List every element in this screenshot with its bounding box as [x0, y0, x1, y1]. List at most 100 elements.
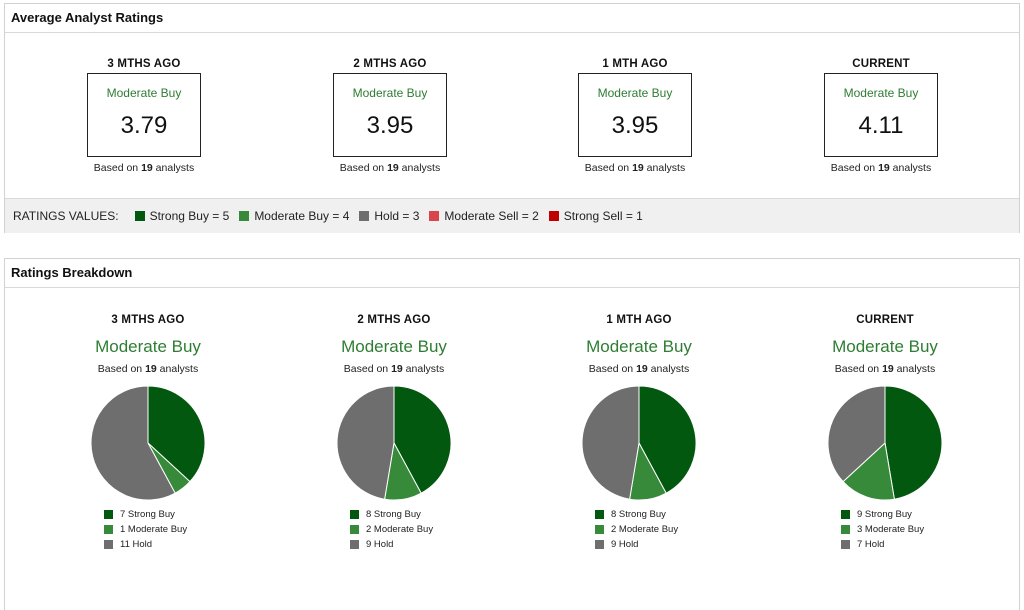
- period-label: 1 MTH AGO: [602, 58, 668, 70]
- pie-legend: 8 Strong Buy 2 Moderate Buy 9 Hold: [350, 507, 494, 552]
- pie-slice-hold: [581, 385, 640, 500]
- pie-slice-moderate-buy: [842, 442, 895, 501]
- pie-chart: [336, 385, 452, 501]
- pie-legend: 8 Strong Buy 2 Moderate Buy 9 Hold: [595, 507, 739, 552]
- period-label: 1 MTH AGO: [606, 314, 672, 326]
- legend-label: 2 Moderate Buy: [611, 524, 679, 535]
- pie-slice-strong-buy: [638, 385, 697, 494]
- analyst-count-note: Based on 19 analysts: [588, 363, 690, 375]
- legend-label: 8 Strong Buy: [611, 509, 666, 520]
- legend-label: 9 Strong Buy: [857, 509, 912, 520]
- moderate-sell-swatch: [429, 211, 440, 221]
- value-hold: Hold = 3: [359, 209, 419, 223]
- consensus-label: Moderate Buy: [352, 86, 428, 100]
- average-score: 3.95: [611, 112, 659, 139]
- legend-swatch: [350, 525, 359, 534]
- ratings-breakdown-panel: Ratings Breakdown 3 MTHS AGO Moderate Buy…: [4, 258, 1020, 610]
- value-strong-buy: Strong Buy = 5: [134, 209, 229, 223]
- consensus-label: Moderate Buy: [586, 337, 692, 356]
- breakdown-period-2m: 2 MTHS AGO Moderate Buy Based on 19 analys…: [294, 314, 494, 552]
- moderate-buy-swatch: [239, 211, 250, 221]
- analyst-count-note: Based on 19 analysts: [97, 363, 199, 375]
- legend-label: 7 Hold: [857, 539, 885, 550]
- legend-swatch: [841, 510, 850, 519]
- legend-swatch: [595, 540, 604, 549]
- analyst-count-note: Based on 19 analysts: [343, 363, 445, 375]
- value-moderate-sell: Moderate Sell = 2: [429, 209, 539, 223]
- rating-box: Moderate Buy 3.95: [578, 73, 692, 157]
- legend-item: 11 Hold: [104, 537, 248, 552]
- average-ratings-panel: Average Analyst Ratings 3 MTHS AGO Moder…: [4, 3, 1020, 233]
- ratings-breakdown-title: Ratings Breakdown: [5, 259, 1019, 288]
- ratings-values-label: RATINGS VALUES:: [13, 209, 119, 223]
- legend-label: 11 Hold: [120, 539, 153, 550]
- consensus-label: Moderate Buy: [106, 86, 182, 100]
- legend-item: 3 Moderate Buy: [841, 522, 985, 537]
- pie-legend: 9 Strong Buy 3 Moderate Buy 7 Hold: [841, 507, 985, 552]
- pie-slice-strong-buy: [884, 385, 943, 500]
- avg-period-current: CURRENT Moderate Buy 4.11 Based on 19 an…: [781, 58, 981, 174]
- avg-period-1m: 1 MTH AGO Moderate Buy 3.95 Based on 19 …: [535, 58, 735, 174]
- pie-chart: [581, 385, 697, 501]
- consensus-label: Moderate Buy: [597, 86, 673, 100]
- pie-slice-strong-buy: [393, 385, 452, 494]
- pie-chart: [90, 385, 206, 501]
- rating-box: Moderate Buy 3.79: [87, 73, 201, 157]
- pie-legend: 7 Strong Buy 1 Moderate Buy 11 Hold: [104, 507, 248, 552]
- analyst-count-note: Based on 19 analysts: [93, 162, 195, 174]
- legend-item: 8 Strong Buy: [350, 507, 494, 522]
- consensus-label: Moderate Buy: [95, 337, 201, 356]
- legend-swatch: [841, 525, 850, 534]
- legend-label: 9 Hold: [366, 539, 394, 550]
- strong-sell-swatch: [548, 211, 559, 221]
- legend-item: 2 Moderate Buy: [350, 522, 494, 537]
- pie-chart: [827, 385, 943, 501]
- rating-box: Moderate Buy 4.11: [824, 73, 938, 157]
- avg-period-2m: 2 MTHS AGO Moderate Buy 3.95 Based on 19…: [290, 58, 490, 174]
- pie-slice-hold: [90, 385, 176, 501]
- legend-label: 7 Strong Buy: [120, 509, 175, 520]
- period-label: 3 MTHS AGO: [107, 58, 181, 70]
- legend-label: 2 Moderate Buy: [366, 524, 434, 535]
- legend-swatch: [104, 510, 113, 519]
- legend-item: 9 Hold: [595, 537, 739, 552]
- hold-swatch: [359, 211, 370, 221]
- legend-label: 1 Moderate Buy: [120, 524, 188, 535]
- average-score: 4.11: [858, 112, 904, 139]
- period-label: CURRENT: [852, 58, 910, 70]
- legend-swatch: [841, 540, 850, 549]
- legend-label: 8 Strong Buy: [366, 509, 421, 520]
- legend-item: 7 Hold: [841, 537, 985, 552]
- analyst-count-note: Based on 19 analysts: [834, 363, 936, 375]
- legend-swatch: [595, 525, 604, 534]
- average-ratings-title: Average Analyst Ratings: [5, 4, 1019, 33]
- consensus-label: Moderate Buy: [843, 86, 919, 100]
- legend-swatch: [595, 510, 604, 519]
- period-label: CURRENT: [856, 314, 914, 326]
- period-label: 2 MTHS AGO: [353, 58, 427, 70]
- analyst-count-note: Based on 19 analysts: [584, 162, 686, 174]
- pie-slice-strong-buy: [147, 385, 206, 483]
- legend-swatch: [104, 525, 113, 534]
- avg-period-3m: 3 MTHS AGO Moderate Buy 3.79 Based on 19…: [44, 58, 244, 174]
- legend-item: 9 Hold: [350, 537, 494, 552]
- value-moderate-buy: Moderate Buy = 4: [239, 209, 349, 223]
- average-score: 3.95: [366, 112, 414, 139]
- period-label: 2 MTHS AGO: [357, 314, 431, 326]
- legend-label: 3 Moderate Buy: [857, 524, 925, 535]
- rating-box: Moderate Buy 3.95: [333, 73, 447, 157]
- legend-label: 9 Hold: [611, 539, 639, 550]
- breakdown-period-3m: 3 MTHS AGO Moderate Buy Based on 19 analys…: [48, 314, 248, 552]
- legend-swatch: [350, 510, 359, 519]
- legend-item: 1 Moderate Buy: [104, 522, 248, 537]
- consensus-label: Moderate Buy: [341, 337, 447, 356]
- legend-swatch: [350, 540, 359, 549]
- pie-slice-hold: [336, 385, 395, 500]
- consensus-label: Moderate Buy: [832, 337, 938, 356]
- breakdown-period-current: CURRENT Moderate Buy Based on 19 analysts 9…: [785, 314, 985, 552]
- legend-swatch: [104, 540, 113, 549]
- period-label: 3 MTHS AGO: [111, 314, 185, 326]
- legend-item: 8 Strong Buy: [595, 507, 739, 522]
- breakdown-period-1m: 1 MTH AGO Moderate Buy Based on 19 analyst…: [539, 314, 739, 552]
- legend-item: 7 Strong Buy: [104, 507, 248, 522]
